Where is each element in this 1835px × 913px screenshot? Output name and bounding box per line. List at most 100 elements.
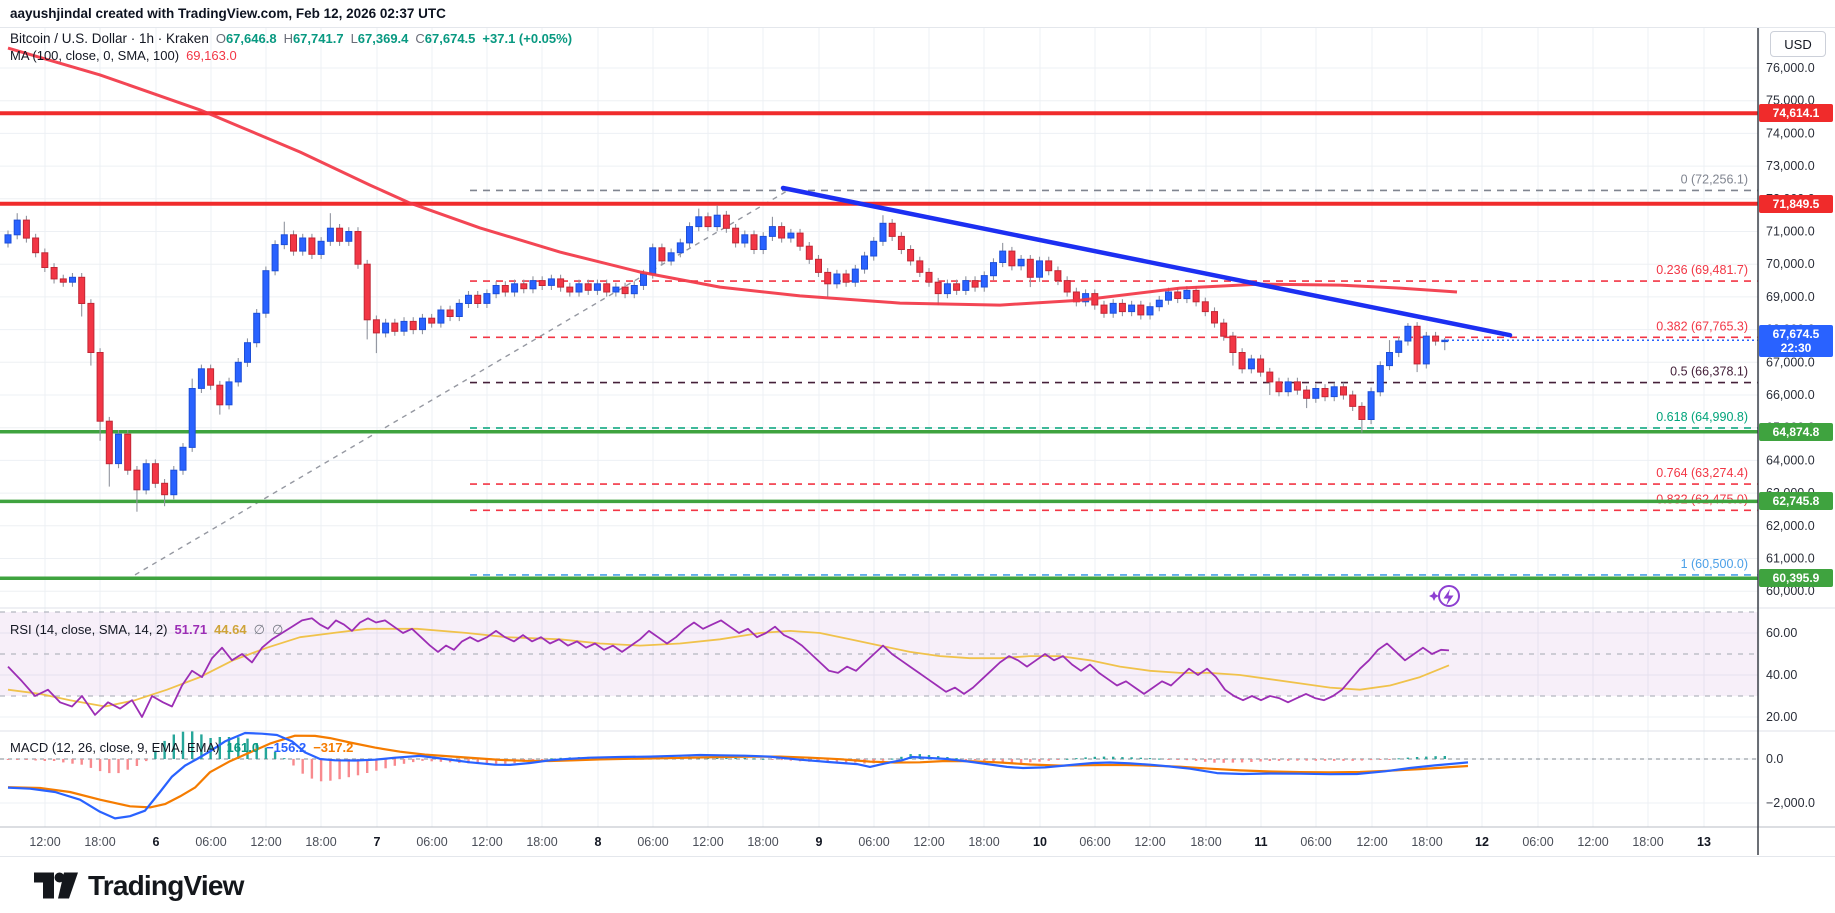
macd-legend[interactable]: MACD (12, 26, close, 9, EMA, EMA) 161.0 … [10,740,353,755]
candle [943,283,951,295]
candle [372,319,380,334]
candle [879,222,887,242]
trendline[interactable] [780,185,1513,338]
lightning-icon[interactable] [1429,585,1460,607]
price-change: +37.1 (+0.05%) [482,31,573,46]
macd-hist-bar [1406,757,1410,759]
candle [741,234,749,244]
macd-panel [0,731,1758,820]
macd-hist-bar [1351,759,1354,761]
symbol-title[interactable]: Bitcoin / U.S. Dollar · 1h · Kraken [10,31,209,46]
macd-hist-bar [181,731,185,759]
candle [280,234,288,246]
macd-hist-bar [117,759,120,774]
candle [778,226,786,239]
candle [151,463,159,484]
candle [1413,325,1421,365]
candle [916,260,924,273]
macd-hist-bar [1296,759,1299,761]
fib-label: 0.832 (62,475.0) [1656,492,1748,506]
time-tick: 18:00 [84,835,115,849]
macd-hist-bar [421,759,424,761]
fib-retracement[interactable]: 0 (72,256.1) 0.236 (69,481.7) 0.382 (67,76… [134,172,1758,576]
rsi-tick: 60.00 [1766,626,1797,640]
attribution-text: aayushjindal created with TradingView.co… [10,6,446,21]
candle [161,482,169,496]
macd-hist-bar [89,759,93,768]
candle [78,276,86,304]
candle [197,368,205,389]
macd-hist-bar [163,740,166,759]
price-level-badge: 74,614.1 [1759,104,1833,122]
macd-hist-bar [1333,759,1336,761]
time-tick: 12:00 [913,835,944,849]
ma100-line[interactable] [7,46,1458,307]
macd-hist-bar [108,759,111,774]
time-tick: 12:00 [250,835,281,849]
macd-hist-bar [485,759,489,764]
macd-hist-bar [1388,759,1391,760]
candle [676,242,684,254]
candle [575,283,583,293]
time-tick: 11 [1254,835,1267,849]
fib-label: 0.5 (66,378.1) [1670,365,1748,379]
macd-hist-bar [1360,759,1364,761]
macd-hist-bar [246,738,249,759]
candle [124,433,132,471]
currency-selector[interactable]: USD [1770,31,1826,57]
candle [547,278,555,286]
macd-hist-bar [1112,756,1115,759]
macd-hist-bar [1019,759,1023,763]
macd-hist-bar [329,759,332,781]
candle [1146,306,1154,316]
macd-hist-bar [1287,759,1290,761]
candle [796,232,804,247]
candle [391,322,399,332]
macd-hist-bar [1176,759,1179,760]
macd-hist-bar [1231,759,1235,763]
price-level-badge: 62,745.8 [1759,492,1833,510]
macd-hist-bar [1185,759,1189,761]
candle [897,235,905,250]
macd-hist-bar [145,759,148,762]
candle [216,384,224,406]
chart-canvas[interactable]: 0 (72,256.1) 0.236 (69,481.7) 0.382 (67,76… [0,0,1835,855]
candle [612,286,620,293]
time-axis[interactable]: 12:00 18:00 6 06:00 12:00 18:00 7 06:00 12:00 18:… [29,835,1711,849]
macd-hist-bar [273,751,277,759]
macd-hist-bar [476,759,479,764]
macd-hist-bar [762,758,765,760]
tradingview-logo[interactable]: TradingView [34,870,244,902]
candle [400,320,408,332]
candle [115,433,122,465]
macd-hist-bar [126,759,129,770]
price-tick: 70,000.0 [1766,257,1815,271]
candle [22,219,30,239]
time-tick: 18:00 [1190,835,1221,849]
rsi-label: RSI (14, close, SMA, 14, 2) [10,622,168,637]
macd-hist-bar [1305,759,1308,761]
candle [732,227,740,244]
candle [409,320,417,331]
macd-hist-bar [1130,757,1133,759]
candle [557,278,565,288]
horizontal-lines[interactable] [0,111,1758,581]
candle [1386,352,1393,367]
candle [1257,358,1265,373]
macd-label: MACD (12, 26, close, 9, EMA, EMA) [10,740,220,755]
rsi-legend[interactable]: RSI (14, close, SMA, 14, 2) 51.71 44.64 … [10,622,283,638]
candle [695,216,703,228]
candle [1192,289,1200,303]
macd-hist-bar [283,758,286,760]
candle [1376,365,1384,393]
candle [4,234,12,244]
fib-label: 0 (72,256.1) [1681,172,1748,186]
macd-hist-bar [98,759,102,772]
time-tick: 06:00 [1300,835,1331,849]
macd-hist-bar [992,759,995,762]
ma-legend[interactable]: MA (100, close, 0, SMA, 100) 69,163.0 [10,48,237,63]
symbol-legend[interactable]: Bitcoin / U.S. Dollar · 1h · Kraken O67,… [10,31,572,46]
macd-hist-bar [1250,759,1253,762]
macd-hist-bar [412,759,415,763]
macd-hist-bar [1001,759,1004,763]
